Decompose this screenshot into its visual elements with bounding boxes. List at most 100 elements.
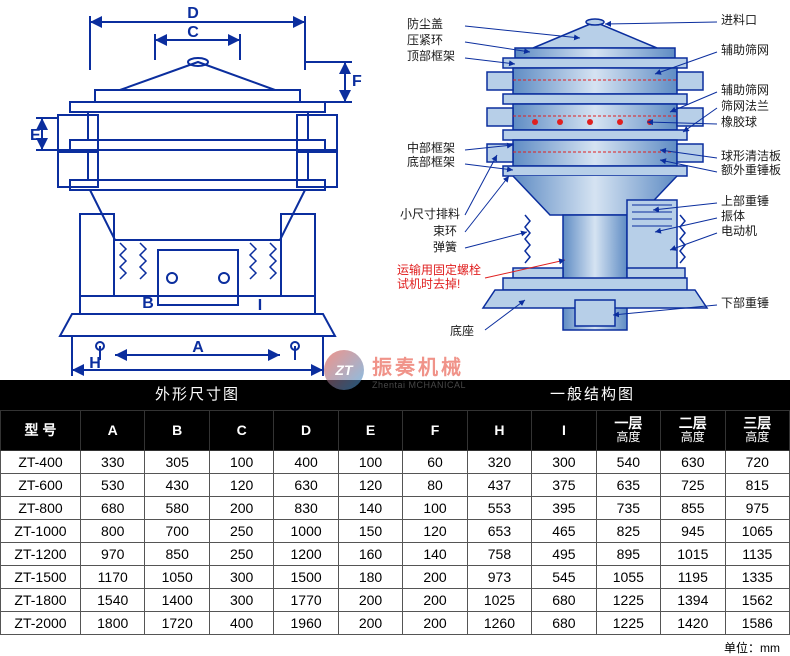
cell-e: 160 bbox=[338, 542, 402, 565]
cell-h: 320 bbox=[467, 450, 531, 473]
cell-h2: 630 bbox=[661, 450, 725, 473]
cell-model: ZT-1800 bbox=[1, 588, 81, 611]
label-motor: 电动机 bbox=[721, 224, 757, 238]
cell-h2: 1195 bbox=[661, 565, 725, 588]
dim-c: C bbox=[187, 24, 199, 41]
cell-h2: 855 bbox=[661, 496, 725, 519]
table-row: ZT-2000180017204001960200200126068012251… bbox=[1, 611, 790, 634]
cell-a: 1800 bbox=[81, 611, 145, 634]
cell-e: 200 bbox=[338, 611, 402, 634]
label-mid-frame: 中部框架 bbox=[407, 140, 455, 155]
cell-f: 200 bbox=[403, 588, 467, 611]
cell-c: 100 bbox=[209, 450, 273, 473]
cell-d: 630 bbox=[274, 473, 338, 496]
cell-h3: 1335 bbox=[725, 565, 789, 588]
cell-h2: 1394 bbox=[661, 588, 725, 611]
cell-h1: 540 bbox=[596, 450, 660, 473]
cell-h3: 1065 bbox=[725, 519, 789, 542]
cell-e: 200 bbox=[338, 588, 402, 611]
cell-i: 680 bbox=[532, 588, 596, 611]
cell-c: 400 bbox=[209, 611, 273, 634]
th-model: 型 号 bbox=[1, 411, 81, 451]
cell-f: 120 bbox=[403, 519, 467, 542]
cell-c: 250 bbox=[209, 542, 273, 565]
cell-a: 1540 bbox=[81, 588, 145, 611]
cell-h: 973 bbox=[467, 565, 531, 588]
cell-c: 120 bbox=[209, 473, 273, 496]
cell-a: 330 bbox=[81, 450, 145, 473]
outline-svg: D C E F I A H B bbox=[0, 0, 395, 380]
cell-h: 653 bbox=[467, 519, 531, 542]
logo-badge: ZT bbox=[324, 350, 364, 390]
label-dust-cover: 防尘盖 bbox=[407, 16, 443, 31]
cell-e: 140 bbox=[338, 496, 402, 519]
label-band: 束环 bbox=[433, 224, 457, 238]
structure-svg: 防尘盖 压紧环 顶部框架 中部框架 底部框架 小尺寸排料 束环 弹簧 运输用固定… bbox=[395, 0, 790, 380]
cell-d: 1000 bbox=[274, 519, 338, 542]
cell-i: 395 bbox=[532, 496, 596, 519]
cell-f: 200 bbox=[403, 611, 467, 634]
cell-d: 830 bbox=[274, 496, 338, 519]
cell-h2: 1420 bbox=[661, 611, 725, 634]
cell-e: 120 bbox=[338, 473, 402, 496]
cell-d: 1770 bbox=[274, 588, 338, 611]
th-h3: 三层高度 bbox=[725, 411, 789, 451]
cell-model: ZT-600 bbox=[1, 473, 81, 496]
cell-model: ZT-2000 bbox=[1, 611, 81, 634]
logo-cn: 振奏机械 bbox=[372, 351, 466, 380]
cell-h1: 735 bbox=[596, 496, 660, 519]
label-flange: 筛网法兰 bbox=[721, 98, 769, 113]
cell-b: 700 bbox=[145, 519, 209, 542]
table-row: ZT-40033030510040010060320300540630720 bbox=[1, 450, 790, 473]
cell-b: 430 bbox=[145, 473, 209, 496]
th-h2: 二层高度 bbox=[661, 411, 725, 451]
cell-c: 250 bbox=[209, 519, 273, 542]
cell-i: 495 bbox=[532, 542, 596, 565]
cell-h: 758 bbox=[467, 542, 531, 565]
label-spring: 弹簧 bbox=[433, 239, 457, 254]
label-bottom-frame: 底部框架 bbox=[407, 154, 455, 169]
cell-f: 60 bbox=[403, 450, 467, 473]
label-clamp-ring: 压紧环 bbox=[407, 33, 443, 47]
cell-c: 300 bbox=[209, 565, 273, 588]
cell-h3: 1562 bbox=[725, 588, 789, 611]
cell-h2: 1015 bbox=[661, 542, 725, 565]
logo-en: Zhentai MCHANICAL bbox=[372, 380, 466, 390]
label-clean-plate: 球形清洁板 bbox=[721, 149, 781, 163]
cell-i: 465 bbox=[532, 519, 596, 542]
cell-h2: 725 bbox=[661, 473, 725, 496]
dim-a: A bbox=[192, 339, 204, 356]
label-upper-hammer: 上部重锤 bbox=[721, 193, 769, 208]
dim-h: H bbox=[89, 355, 101, 372]
cell-a: 1170 bbox=[81, 565, 145, 588]
th-i: I bbox=[532, 411, 596, 451]
label-aux-screen-1: 辅助筛网 bbox=[721, 42, 769, 57]
cell-b: 580 bbox=[145, 496, 209, 519]
structure-diagram: 防尘盖 压紧环 顶部框架 中部框架 底部框架 小尺寸排料 束环 弹簧 运输用固定… bbox=[395, 0, 790, 380]
cell-h3: 720 bbox=[725, 450, 789, 473]
table-row: ZT-60053043012063012080437375635725815 bbox=[1, 473, 790, 496]
dim-i: I bbox=[258, 297, 262, 314]
th-e: E bbox=[338, 411, 402, 451]
dim-d: D bbox=[187, 5, 199, 22]
cell-b: 1720 bbox=[145, 611, 209, 634]
cell-f: 80 bbox=[403, 473, 467, 496]
cell-model: ZT-1500 bbox=[1, 565, 81, 588]
dim-b: B bbox=[142, 295, 154, 312]
cell-h1: 635 bbox=[596, 473, 660, 496]
table-row: ZT-1800154014003001770200200102568012251… bbox=[1, 588, 790, 611]
table-row: ZT-800680580200830140100553395735855975 bbox=[1, 496, 790, 519]
outline-dimension-diagram: D C E F I A H B bbox=[0, 0, 395, 380]
cell-a: 530 bbox=[81, 473, 145, 496]
cell-c: 300 bbox=[209, 588, 273, 611]
cell-f: 200 bbox=[403, 565, 467, 588]
label-rubber-ball: 橡胶球 bbox=[721, 114, 757, 129]
cell-i: 545 bbox=[532, 565, 596, 588]
th-a: A bbox=[81, 411, 145, 451]
cell-h1: 895 bbox=[596, 542, 660, 565]
label-vibrator: 振体 bbox=[721, 209, 745, 223]
label-inlet: 进料口 bbox=[721, 13, 757, 27]
th-h: H bbox=[467, 411, 531, 451]
cell-e: 150 bbox=[338, 519, 402, 542]
label-aux-screen-2: 辅助筛网 bbox=[721, 82, 769, 97]
